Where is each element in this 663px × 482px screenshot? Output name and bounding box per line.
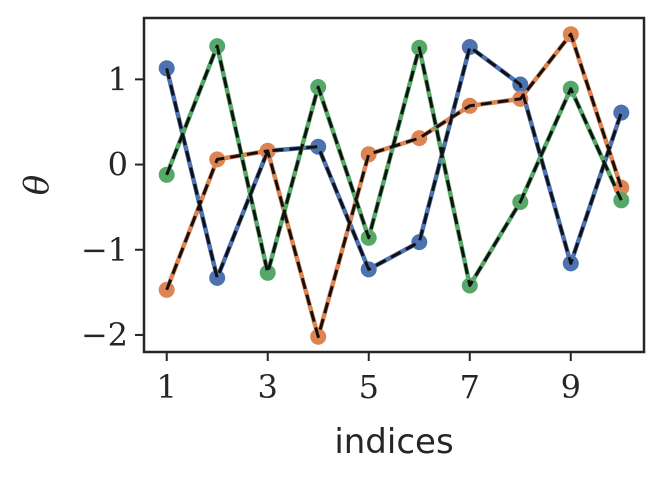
x-tick-label: 5: [359, 368, 379, 406]
x-axis-label: indices: [334, 422, 453, 462]
series-1-dashed-fit: [165, 45, 623, 280]
y-tick-label: 0: [108, 146, 128, 184]
series-1-point: [613, 104, 630, 121]
y-tick-label: −1: [81, 231, 128, 269]
series-2-point: [360, 146, 377, 163]
y-tick-label: −2: [81, 316, 128, 354]
series-2-point: [411, 130, 428, 147]
plot-area: [158, 26, 630, 345]
axes-frame: [142, 16, 646, 354]
series-3-point: [259, 264, 276, 281]
x-tick-label: 9: [561, 368, 581, 406]
x-tick-label: 7: [460, 368, 480, 406]
series-3-dashed-fit: [165, 44, 623, 287]
tick-layer: 1 3 5 7 9 1 0 −1 −2: [81, 60, 581, 406]
y-axis-label: θ: [17, 175, 57, 195]
x-tick-label: 1: [157, 368, 177, 406]
series-1-point: [411, 234, 428, 251]
y-tick-label: 1: [108, 60, 128, 98]
series-1-point: [209, 269, 226, 286]
series-1-point: [310, 138, 327, 155]
x-tick-label: 3: [258, 368, 278, 406]
